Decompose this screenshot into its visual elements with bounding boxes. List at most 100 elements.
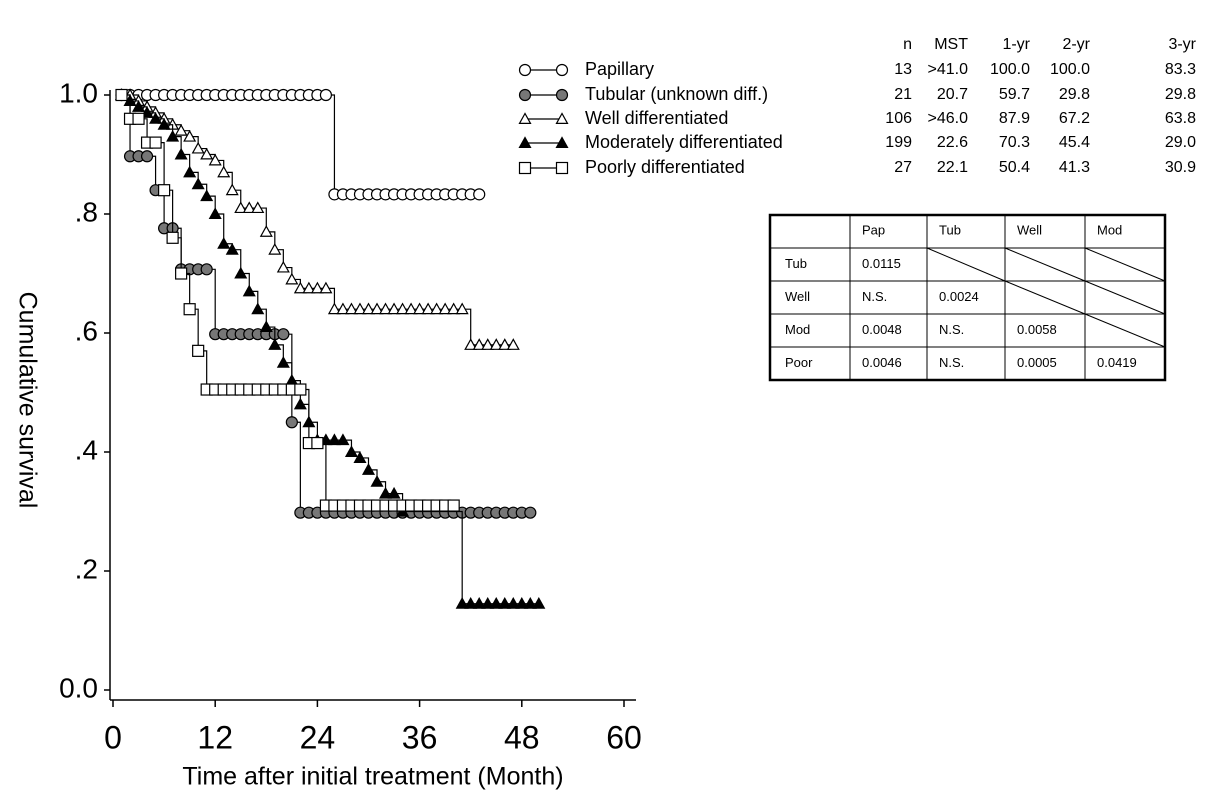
- marker: [515, 596, 529, 609]
- legend-label: Moderately differentiated: [585, 132, 783, 152]
- table-border: [768, 213, 1167, 382]
- marker: [472, 596, 486, 609]
- marker: [473, 188, 486, 201]
- y-tick-label: .4: [75, 434, 98, 465]
- marker: [251, 302, 265, 315]
- marker: [277, 328, 290, 341]
- marker: [259, 225, 273, 237]
- table-header: Tub: [939, 222, 961, 237]
- marker: [132, 100, 146, 112]
- marker: [472, 338, 486, 350]
- marker: [455, 302, 469, 315]
- marker: [498, 338, 512, 350]
- x-tick-label: 0: [104, 719, 122, 755]
- marker: [336, 433, 350, 446]
- stat-cell: 100.0: [990, 61, 1030, 78]
- stat-header: 2-yr: [1062, 36, 1090, 53]
- row-header: Tub: [785, 256, 807, 271]
- marker: [225, 183, 239, 196]
- marker: [438, 302, 452, 315]
- marker: [319, 88, 333, 102]
- marker: [294, 383, 307, 396]
- marker: [361, 302, 376, 315]
- marker: [192, 344, 205, 357]
- marker: [200, 263, 213, 276]
- legend-marker: [555, 63, 569, 77]
- marker: [336, 302, 350, 315]
- marker: [208, 153, 222, 166]
- marker: [191, 141, 205, 154]
- marker: [344, 302, 358, 315]
- stat-cell: 63.8: [1165, 110, 1196, 127]
- p-value: N.S.: [939, 322, 964, 337]
- legend-marker: [518, 63, 532, 77]
- x-axis-label: Time after initial treatment (Month): [182, 763, 563, 791]
- marker: [276, 260, 290, 273]
- stat-header: 3-yr: [1168, 36, 1196, 53]
- stat-cell: 67.2: [1059, 110, 1090, 127]
- row-header: Poor: [785, 355, 813, 370]
- legend-marker: [518, 88, 532, 102]
- legend-label: Tubular (unknown diff.): [585, 84, 768, 104]
- marker: [208, 207, 222, 219]
- legend-marker: [555, 136, 569, 148]
- x-tick-label: 36: [402, 719, 438, 755]
- x-tick-label: 60: [606, 719, 642, 755]
- marker: [174, 123, 188, 136]
- marker: [149, 136, 162, 149]
- marker: [532, 596, 546, 609]
- stat-header: 1-yr: [1002, 36, 1030, 53]
- marker: [200, 147, 214, 160]
- marker: [183, 303, 196, 316]
- marker: [498, 596, 512, 609]
- marker: [200, 189, 214, 202]
- marker: [327, 433, 341, 446]
- row-header: Mod: [785, 322, 810, 337]
- marker: [404, 302, 418, 315]
- marker: [293, 281, 307, 294]
- marker: [370, 475, 384, 487]
- stat-header: MST: [934, 36, 968, 53]
- p-value: 0.0005: [1017, 355, 1057, 370]
- marker: [251, 201, 265, 214]
- marker: [379, 302, 393, 315]
- legend-marker: [518, 112, 532, 125]
- marker: [183, 165, 197, 178]
- table-header: Mod: [1097, 222, 1122, 237]
- marker: [217, 237, 231, 249]
- row-header: Well: [785, 289, 810, 304]
- stat-cell: 87.9: [999, 110, 1030, 127]
- marker: [259, 320, 273, 333]
- marker: [183, 129, 197, 142]
- stat-cell: 30.9: [1165, 159, 1196, 176]
- cell-slash: [1084, 313, 1166, 348]
- marker: [447, 302, 461, 315]
- marker: [353, 302, 367, 315]
- marker: [302, 281, 316, 294]
- stat-cell: 59.7: [999, 86, 1030, 103]
- x-tick-label: 24: [300, 719, 336, 755]
- marker: [225, 242, 239, 255]
- legend-marker: [518, 136, 532, 148]
- marker: [166, 231, 179, 244]
- stat-cell: 21: [894, 86, 912, 103]
- survival-line: [121, 94, 454, 507]
- stat-header: n: [903, 36, 912, 53]
- marker: [157, 118, 171, 130]
- marker: [285, 416, 298, 429]
- marker: [268, 338, 282, 350]
- y-tick-label: 0.0: [59, 672, 98, 703]
- marker: [234, 266, 248, 279]
- marker: [506, 596, 520, 609]
- cell-slash: [1004, 247, 1086, 282]
- marker: [149, 112, 163, 124]
- stat-cell: 22.6: [937, 134, 968, 151]
- p-value: 0.0024: [939, 289, 979, 304]
- y-axis-label: Cumulative survival: [13, 292, 41, 509]
- p-value: N.S.: [862, 289, 887, 304]
- marker: [489, 596, 503, 609]
- stat-cell: 50.4: [999, 159, 1030, 176]
- table-header: Pap: [862, 222, 885, 237]
